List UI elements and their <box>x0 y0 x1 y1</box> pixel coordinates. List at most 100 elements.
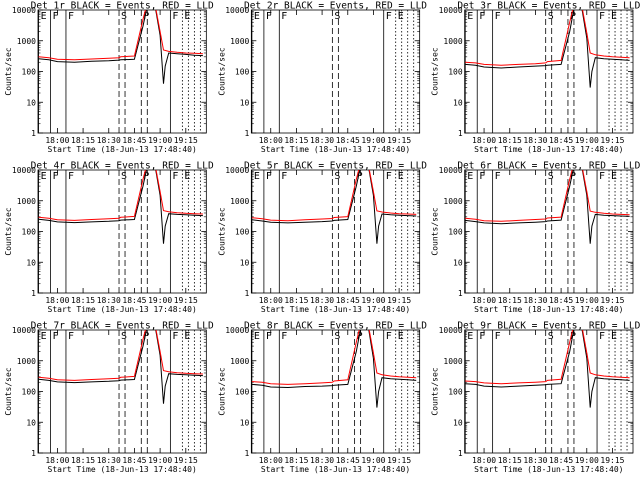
panel-title: Det 6r BLACK = Events, RED = LLD <box>457 161 640 172</box>
x-tick-label: 18:45 <box>549 296 573 305</box>
interval-marker-label: E <box>611 11 617 22</box>
y-axis-label: Counts/sec <box>431 207 440 255</box>
interval-marker-label: E <box>254 331 260 342</box>
interval-marker-label: E <box>184 331 190 342</box>
interval-marker-label: E <box>254 11 260 22</box>
panel-det-4: Det 4r BLACK = Events, RED = LLD 1 10 100 10… <box>4 161 214 315</box>
interval-marker-label: E <box>611 331 617 342</box>
y-tick-label: 10000 <box>439 166 463 175</box>
panel-det-1: Det 1r BLACK = Events, RED = LLD 1 10 100 10… <box>4 1 214 155</box>
interval-marker-label: E <box>398 331 404 342</box>
plot-frame <box>464 9 634 134</box>
interval-marker-label: E <box>254 171 260 182</box>
x-tick-label: 18:30 <box>97 456 121 465</box>
interval-marker-label: S <box>121 171 127 182</box>
x-tick-label: 18:00 <box>472 296 496 305</box>
x-tick-label: 19:00 <box>148 456 172 465</box>
y-tick-label: 10000 <box>225 6 249 15</box>
interval-marker-label: E <box>611 171 617 182</box>
interval-marker-label: F <box>53 11 59 22</box>
y-tick-label: 1 <box>458 129 463 138</box>
interval-marker-label: P <box>570 171 576 182</box>
y-tick-label: 100 <box>22 388 37 397</box>
x-tick-label: 19:00 <box>361 136 385 145</box>
interval-marker-label: E <box>41 11 47 22</box>
y-tick-label: 1 <box>31 449 36 458</box>
panel-title: Det 8r BLACK = Events, RED = LLD <box>244 321 427 332</box>
y-tick-label: 10000 <box>225 326 249 335</box>
plot-frame <box>37 9 207 134</box>
plot-frame <box>464 329 634 454</box>
interval-marker-label: P <box>143 331 149 342</box>
interval-marker-label: F <box>53 171 59 182</box>
y-tick-label: 1 <box>458 289 463 298</box>
x-tick-label: 18:30 <box>523 296 547 305</box>
interval-marker-label: F <box>495 11 501 22</box>
y-tick-label: 100 <box>235 68 250 77</box>
x-tick-label: 18:45 <box>549 456 573 465</box>
interval-marker-label: E <box>467 11 473 22</box>
x-tick-label: 18:00 <box>472 456 496 465</box>
y-tick-label: 10 <box>26 418 36 427</box>
x-axis-label: Start Time (18-Jun-13 17:48:40) <box>474 305 623 314</box>
interval-marker-label: F <box>281 11 287 22</box>
interval-marker-label: E <box>398 171 404 182</box>
x-tick-label: 19:00 <box>148 136 172 145</box>
panel-title: Det 1r BLACK = Events, RED = LLD <box>31 1 214 12</box>
y-tick-label: 100 <box>22 68 37 77</box>
interval-marker-label: P <box>143 171 149 182</box>
interval-marker-label: E <box>398 11 404 22</box>
interval-marker-label: E <box>41 331 47 342</box>
y-tick-label: 100 <box>448 388 463 397</box>
y-tick-label: 1000 <box>230 357 249 366</box>
interval-marker-label: F <box>495 331 501 342</box>
x-tick-label: 18:45 <box>122 136 146 145</box>
y-tick-label: 10000 <box>12 166 36 175</box>
y-tick-label: 1 <box>245 289 250 298</box>
lld-series-line <box>38 10 203 61</box>
interval-marker-label: F <box>386 331 392 342</box>
interval-marker-label: F <box>495 171 501 182</box>
x-tick-label: 18:45 <box>336 456 360 465</box>
x-tick-label: 18:15 <box>498 456 522 465</box>
x-tick-label: 18:15 <box>284 136 308 145</box>
interval-marker-label: S <box>548 331 554 342</box>
x-tick-label: 18:45 <box>122 296 146 305</box>
x-tick-label: 18:15 <box>284 456 308 465</box>
x-tick-label: 19:15 <box>174 296 198 305</box>
interval-marker-label: F <box>266 331 272 342</box>
panel-det-3: Det 3r BLACK = Events, RED = LLD 1 10 100 10… <box>431 1 640 155</box>
x-tick-label: 18:30 <box>310 296 334 305</box>
interval-marker-label: S <box>548 171 554 182</box>
panel-det-7: Det 7r BLACK = Events, RED = LLD 1 10 100 10… <box>4 321 214 475</box>
y-tick-label: 10 <box>240 258 250 267</box>
interval-marker-label: F <box>599 11 605 22</box>
x-axis-label: Start Time (18-Jun-13 17:48:40) <box>48 305 197 314</box>
lld-series-line <box>465 330 630 385</box>
plot-frame <box>250 169 421 294</box>
y-tick-label: 10 <box>453 418 463 427</box>
y-tick-label: 1000 <box>443 37 462 46</box>
x-tick-label: 19:15 <box>600 456 624 465</box>
y-axis-label: Counts/sec <box>4 367 13 415</box>
y-axis-label: Counts/sec <box>217 47 226 95</box>
x-tick-label: 19:15 <box>174 136 198 145</box>
x-tick-label: 18:15 <box>71 136 95 145</box>
interval-marker-label: S <box>334 331 340 342</box>
interval-marker-label: F <box>479 11 485 22</box>
lld-series-line <box>251 170 417 222</box>
y-tick-label: 10000 <box>439 326 463 335</box>
x-tick-label: 19:00 <box>575 456 599 465</box>
y-tick-label: 1000 <box>17 37 36 46</box>
x-tick-label: 18:30 <box>97 296 121 305</box>
interval-marker-label: F <box>172 331 178 342</box>
x-tick-label: 18:15 <box>71 296 95 305</box>
x-axis-label: Start Time (18-Jun-13 17:48:40) <box>261 305 410 314</box>
x-tick-label: 18:00 <box>45 456 69 465</box>
x-tick-label: 18:00 <box>45 296 69 305</box>
panel-det-6: Det 6r BLACK = Events, RED = LLD 1 10 100 10… <box>431 161 640 315</box>
plot-frame <box>37 169 207 294</box>
y-tick-label: 1000 <box>230 197 249 206</box>
x-tick-label: 19:15 <box>600 136 624 145</box>
lld-series-line <box>38 170 203 221</box>
